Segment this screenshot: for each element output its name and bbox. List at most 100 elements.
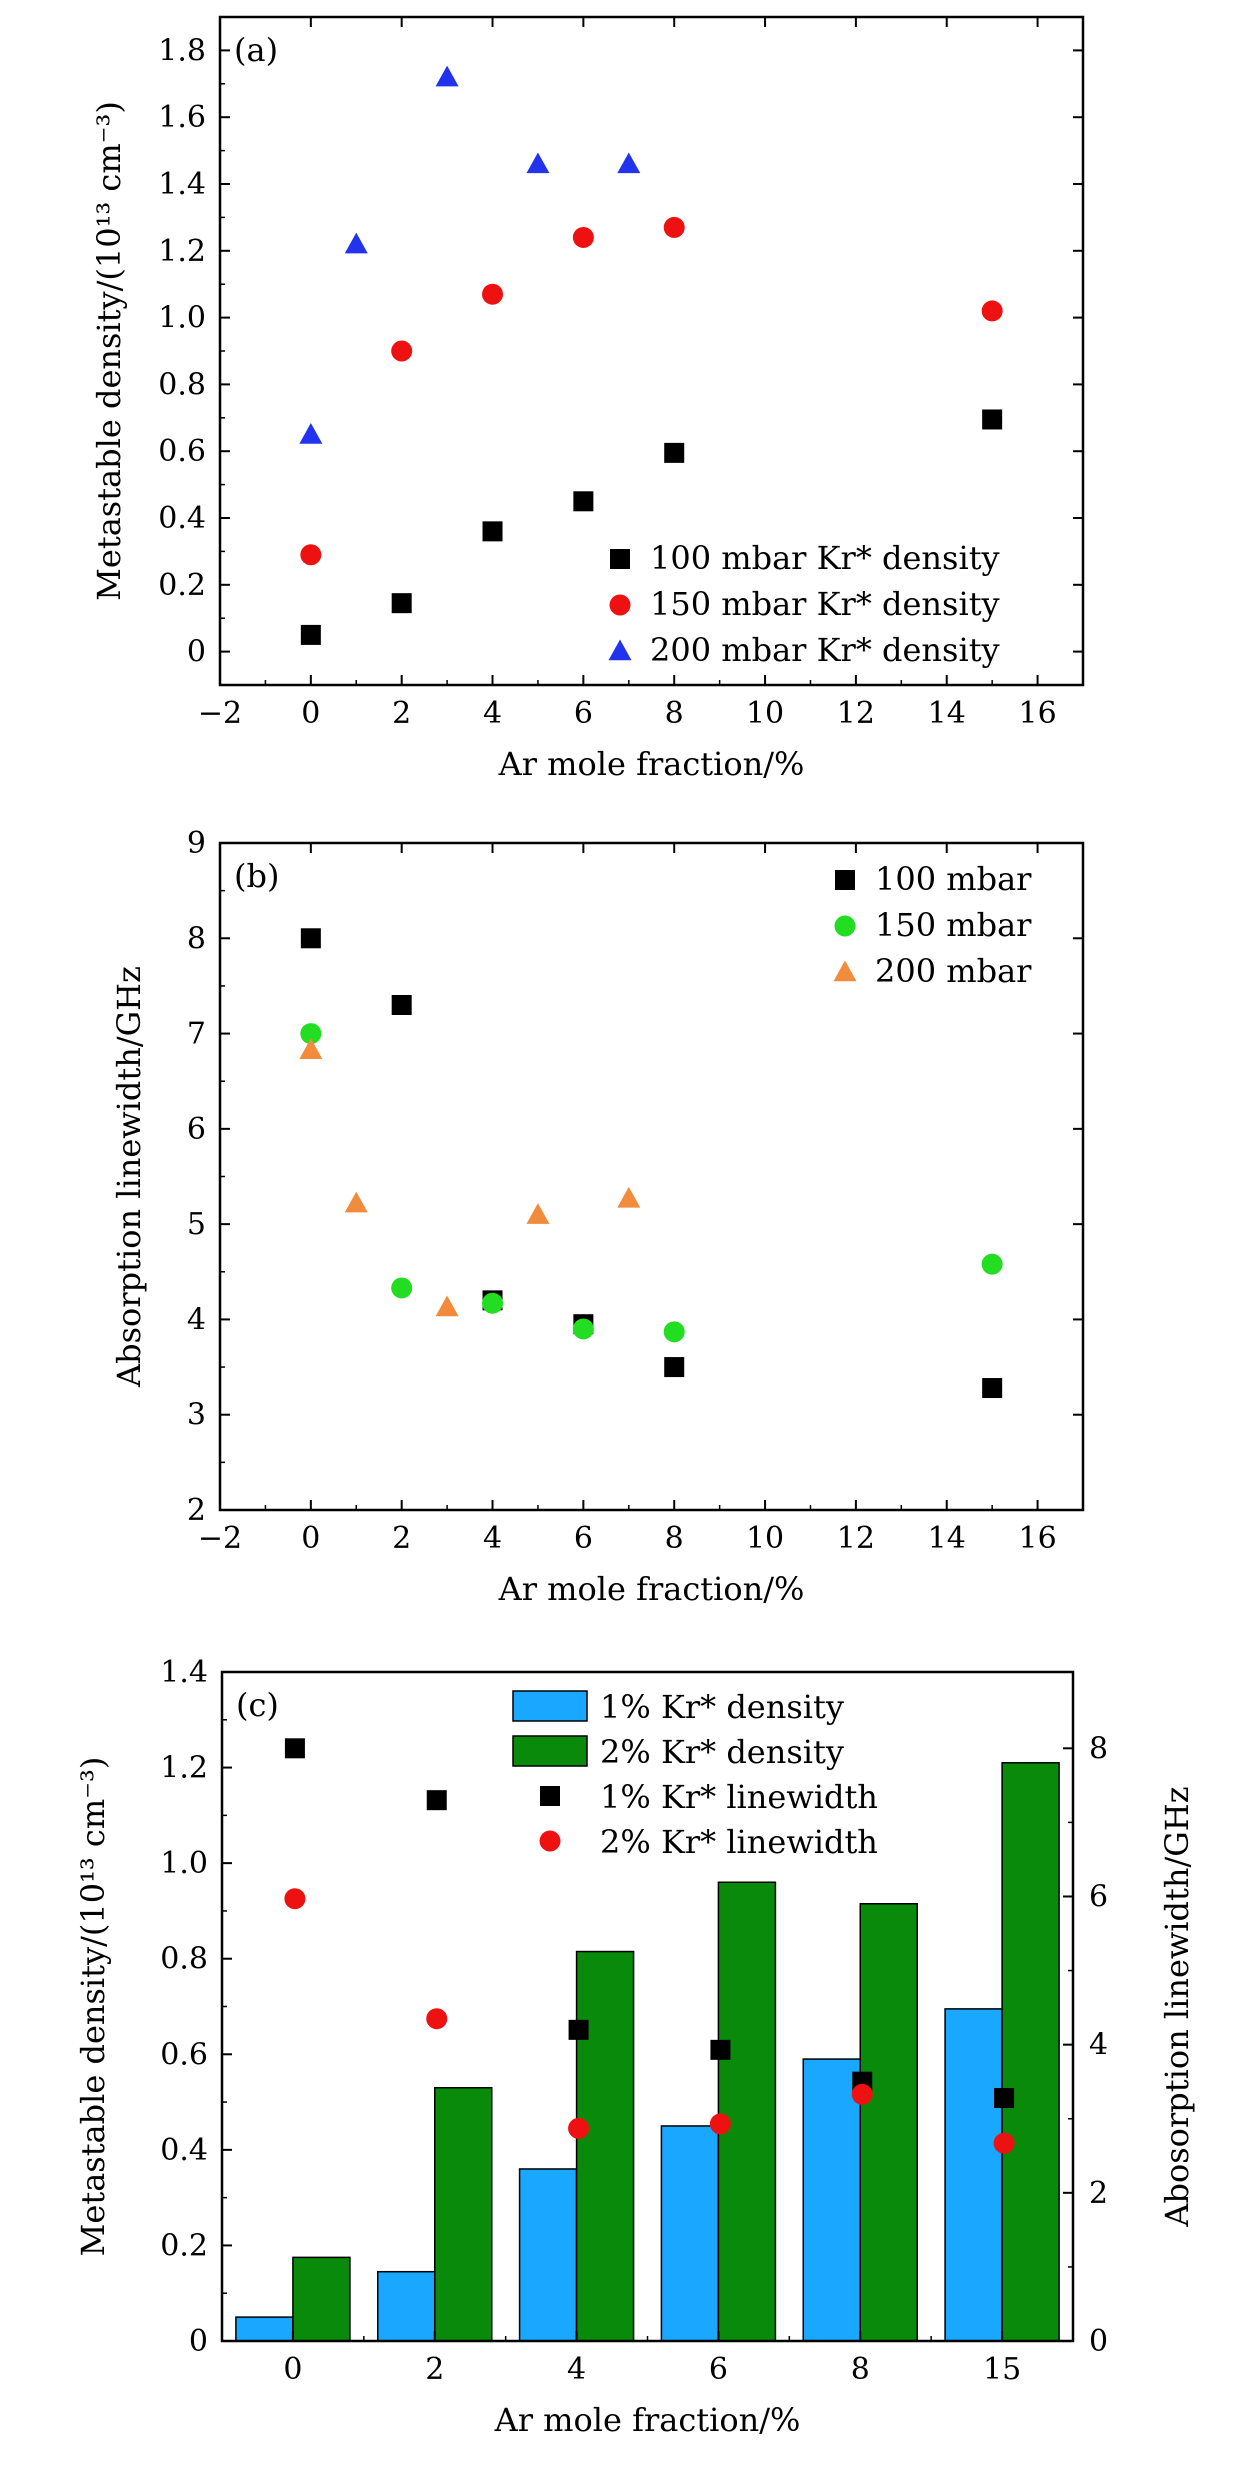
- y2-axis-label: Abosorption linewidth/GHz: [1158, 1786, 1196, 2227]
- y-tick-label: 1.0: [160, 1846, 208, 1881]
- y-tick-label: 0.4: [160, 2133, 208, 2168]
- data-point: [300, 624, 321, 645]
- bar: [575, 1950, 635, 2342]
- legend-marker: [833, 960, 857, 982]
- y-tick-label: 0.6: [160, 2037, 208, 2072]
- x-tick-label: 14: [928, 1521, 966, 1556]
- x-tick-label: 12: [837, 696, 875, 731]
- x-tick-label: 8: [665, 696, 684, 731]
- legend-label: 100 mbar Kr* density: [650, 539, 1000, 577]
- y-tick-label: 0.8: [160, 1942, 208, 1977]
- y-tick-label: 6: [187, 1112, 206, 1147]
- bar: [235, 2316, 294, 2342]
- bar: [944, 2008, 1003, 2342]
- data-point: [344, 232, 368, 254]
- legend-label: 1% Kr* linewidth: [600, 1778, 878, 1816]
- x-tick-label: 0: [283, 2352, 302, 2387]
- y-tick-label: 1.0: [158, 301, 206, 336]
- data-point: [435, 65, 459, 87]
- x-tick-label: 8: [665, 1521, 684, 1556]
- data-point: [482, 521, 503, 542]
- data-point: [572, 226, 594, 248]
- data-point: [482, 283, 504, 305]
- y-tick-label: 0: [189, 2324, 208, 2359]
- data-point: [284, 1738, 305, 1759]
- data-point: [981, 300, 1003, 322]
- x-axis-label: Ar mole fraction/%: [498, 1570, 805, 1608]
- bar: [292, 2256, 351, 2342]
- x-tick-label: 8: [851, 2352, 870, 2387]
- legend-marker: [610, 549, 630, 569]
- legend-marker: [835, 870, 855, 890]
- y-tick-label: 1.2: [158, 234, 206, 269]
- y-tick-label: 7: [187, 1017, 206, 1052]
- legend-label: 2% Kr* linewidth: [600, 1823, 878, 1861]
- x-tick-label: 6: [709, 2352, 728, 2387]
- y-tick-label: 0.8: [158, 367, 206, 402]
- legend-label: 1% Kr* density: [600, 1688, 844, 1726]
- legend-label: 100 mbar: [875, 860, 1032, 898]
- legend-swatch: [512, 1735, 588, 1767]
- data-point: [482, 1292, 504, 1314]
- data-point: [426, 2008, 448, 2030]
- data-point: [572, 1318, 594, 1340]
- data-point: [663, 1321, 685, 1343]
- x-tick-label: −2: [198, 696, 242, 731]
- y2-tick-label: 0: [1089, 2324, 1108, 2359]
- y-tick-label: 0.2: [160, 2228, 208, 2263]
- data-point: [568, 2117, 590, 2139]
- data-point: [617, 1186, 641, 1208]
- x-tick-label: 6: [574, 1521, 593, 1556]
- bar: [377, 2270, 436, 2342]
- panel-c: 0 2 4 6 8 15 0 0.2 0.4 0.6 0.8 1.0 1.2 1.4 0 2 4 6 8 (c) Ar …: [74, 1655, 1196, 2439]
- data-point: [299, 1038, 323, 1059]
- data-point: [300, 928, 321, 949]
- legend-marker: [540, 1786, 560, 1806]
- data-point: [344, 1191, 368, 1213]
- data-point: [664, 442, 685, 463]
- y2-tick-label: 2: [1089, 2176, 1108, 2211]
- x-axis-label: Ar mole fraction/%: [494, 2401, 801, 2439]
- data-point: [300, 544, 322, 566]
- x-axis-label: Ar mole fraction/%: [498, 745, 805, 783]
- y-tick-label: 1.6: [158, 100, 206, 135]
- data-point: [982, 1378, 1003, 1399]
- panel-label: (b): [234, 857, 279, 895]
- y-tick-label: 1.4: [160, 1655, 208, 1690]
- x-tick-label: 10: [746, 696, 784, 731]
- bar: [660, 2125, 720, 2342]
- panel-a: −2 0 2 4 6 8 10 12 14 16 0 0.2 0.4 0.6 0.8 1.0 1.2 1.4 1.6…: [90, 15, 1085, 783]
- x-tick-label: 16: [1018, 696, 1056, 731]
- legend-label: 2% Kr* density: [600, 1733, 844, 1771]
- x-tick-label: 2: [392, 1521, 411, 1556]
- panel-label: (a): [234, 31, 278, 69]
- x-tick-label: 10: [746, 1521, 784, 1556]
- data-point: [709, 2113, 731, 2135]
- y-tick-label: 0.2: [158, 568, 206, 603]
- y-tick-label: 0.6: [158, 434, 206, 469]
- legend-label: 200 mbar Kr* density: [650, 631, 1000, 669]
- data-point: [994, 2087, 1015, 2108]
- data-point: [391, 593, 412, 614]
- data-point: [981, 1253, 1003, 1275]
- y-tick-label: 5: [187, 1207, 206, 1242]
- panel-label: (c): [236, 1686, 279, 1724]
- data-point: [284, 1888, 306, 1910]
- data-point: [435, 1295, 459, 1317]
- data-point: [851, 2083, 873, 2105]
- y-tick-label: 1.8: [158, 33, 206, 68]
- data-point: [526, 152, 550, 174]
- data-point: [663, 216, 685, 238]
- data-point: [391, 994, 412, 1015]
- y-tick-label: 0.4: [158, 501, 206, 536]
- x-tick-label: 4: [483, 1521, 502, 1556]
- y-axis-label: Metastable density/(10¹³ cm⁻³): [74, 1757, 112, 2257]
- x-tick-label: 12: [837, 1521, 875, 1556]
- x-tick-label: 6: [574, 696, 593, 731]
- data-point: [664, 1357, 685, 1378]
- data-point: [299, 423, 323, 444]
- x-tick-label: 14: [928, 696, 966, 731]
- x-tick-label: 4: [567, 2352, 586, 2387]
- y-tick-label: 1.4: [158, 167, 206, 202]
